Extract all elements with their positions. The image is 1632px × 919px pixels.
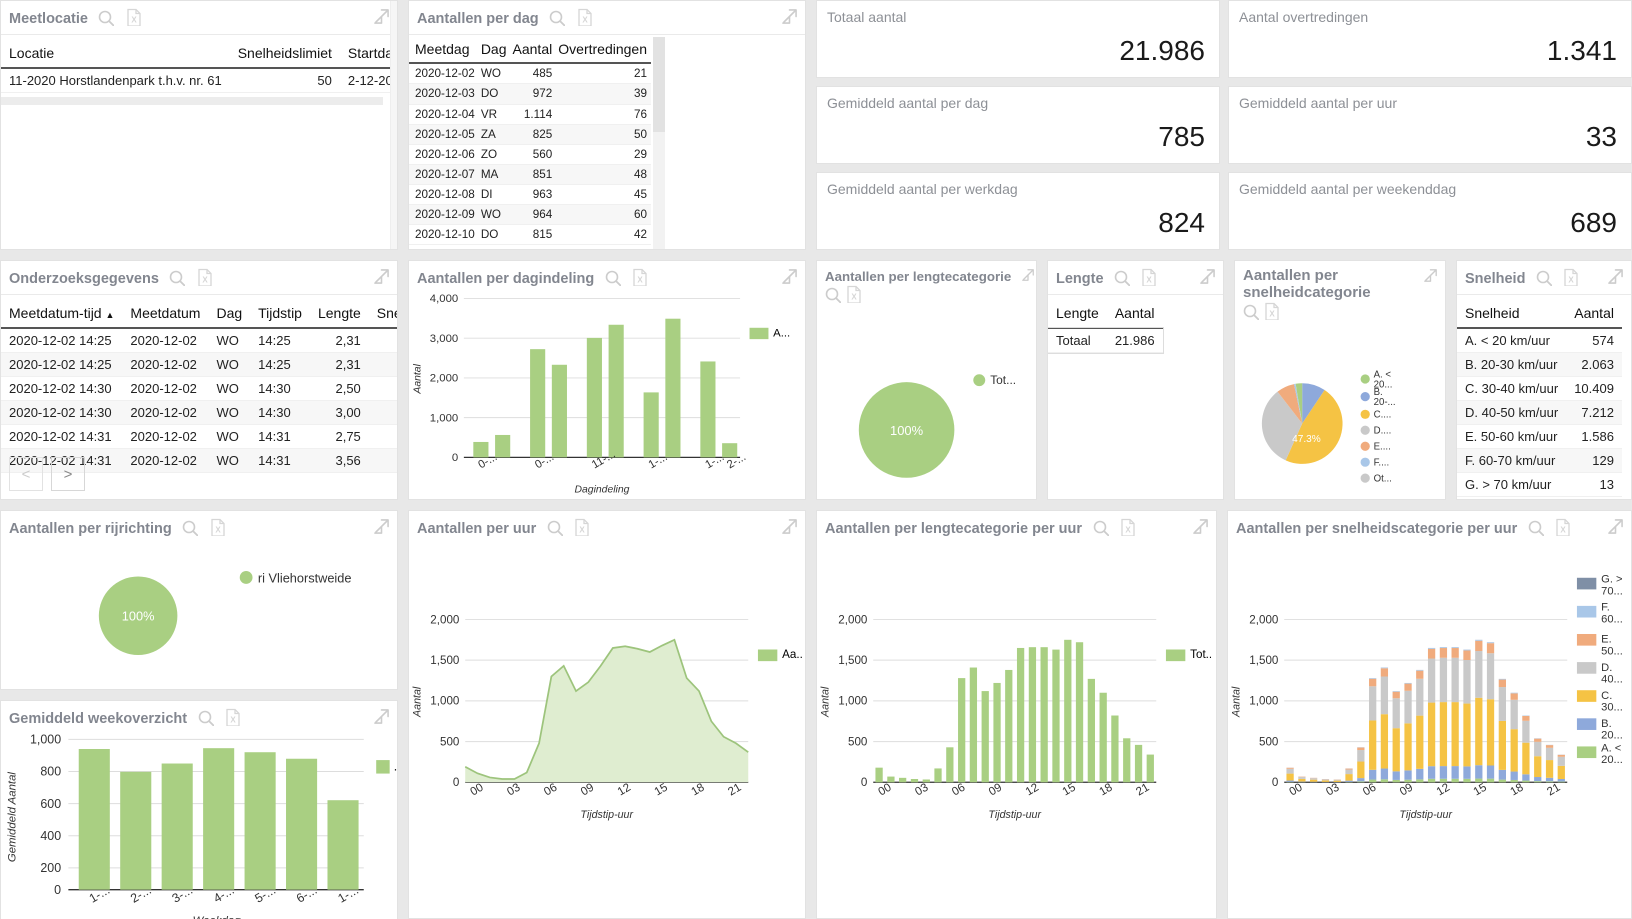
svg-text:Tijdstip-uur: Tijdstip-uur: [1399, 809, 1452, 821]
svg-text:0: 0: [1272, 776, 1279, 789]
svg-text:1,000: 1,000: [838, 695, 868, 708]
svg-text:B.: B.: [1601, 718, 1612, 730]
svg-text:0: 0: [453, 776, 460, 789]
svg-text:15: 15: [1471, 781, 1489, 799]
svg-text:E....: E....: [1374, 442, 1391, 453]
svg-text:200: 200: [40, 861, 61, 875]
svg-text:C....: C....: [1374, 410, 1392, 421]
svg-text:500: 500: [1259, 735, 1279, 748]
svg-text:21: 21: [1545, 781, 1563, 799]
svg-text:3,000: 3,000: [430, 333, 458, 345]
svg-text:03: 03: [913, 781, 931, 799]
svg-text:0: 0: [861, 776, 868, 789]
svg-text:09: 09: [578, 781, 596, 799]
svg-text:50...: 50...: [1601, 645, 1621, 657]
svg-text:06: 06: [542, 781, 560, 799]
svg-text:A. <: A. <: [1601, 742, 1621, 754]
svg-text:Ot...: Ot...: [1374, 474, 1392, 485]
svg-text:12: 12: [1434, 781, 1452, 799]
svg-text:20...: 20...: [1601, 730, 1621, 742]
svg-text:D.: D.: [1601, 662, 1612, 674]
svg-text:1,500: 1,500: [1249, 654, 1279, 667]
svg-text:06: 06: [1361, 781, 1379, 799]
svg-text:1,000: 1,000: [1249, 695, 1279, 708]
svg-text:2,000: 2,000: [430, 613, 460, 626]
svg-text:600: 600: [40, 797, 61, 811]
svg-text:Aantal: Aantal: [1231, 686, 1243, 718]
svg-text:12: 12: [615, 781, 633, 799]
svg-text:0: 0: [452, 452, 458, 464]
svg-text:70...: 70...: [1601, 585, 1621, 597]
svg-text:4,000: 4,000: [430, 293, 458, 305]
svg-text:F.: F.: [1601, 602, 1610, 614]
svg-text:Aantal: Aantal: [412, 363, 423, 394]
svg-text:1,000: 1,000: [430, 695, 460, 708]
svg-text:Dagindeling: Dagindeling: [575, 484, 630, 495]
svg-text:40...: 40...: [1601, 673, 1621, 685]
svg-text:400: 400: [40, 829, 61, 843]
svg-text:F....: F....: [1374, 458, 1390, 469]
svg-text:A...: A...: [773, 327, 790, 339]
svg-text:500: 500: [848, 735, 868, 748]
svg-text:Weekdag: Weekdag: [193, 915, 242, 919]
svg-text:E.: E.: [1601, 634, 1612, 646]
svg-text:09: 09: [1397, 781, 1415, 799]
svg-text:Aantal: Aantal: [412, 686, 424, 718]
svg-text:D....: D....: [1374, 426, 1392, 437]
svg-text:G. >: G. >: [1601, 574, 1621, 586]
svg-text:2,000: 2,000: [838, 613, 868, 626]
svg-text:30...: 30...: [1601, 702, 1621, 714]
svg-text:ri Vliehorstweide: ri Vliehorstweide: [258, 570, 352, 585]
svg-text:18: 18: [1508, 781, 1526, 799]
svg-text:21: 21: [1134, 781, 1152, 799]
svg-text:03: 03: [505, 781, 523, 799]
svg-text:Aantal: Aantal: [820, 686, 832, 718]
svg-text:0: 0: [54, 883, 61, 897]
svg-text:12: 12: [1023, 781, 1041, 799]
svg-text:47.3%: 47.3%: [1292, 434, 1321, 445]
svg-text:20-...: 20-...: [1374, 397, 1396, 408]
svg-text:06: 06: [950, 781, 968, 799]
svg-text:15: 15: [652, 781, 670, 799]
svg-text:2,000: 2,000: [1249, 613, 1279, 626]
svg-text:03: 03: [1324, 781, 1342, 799]
svg-text:60...: 60...: [1601, 613, 1621, 625]
svg-text:00: 00: [1287, 780, 1305, 798]
svg-text:00: 00: [468, 780, 486, 798]
svg-text:1,000: 1,000: [30, 733, 61, 747]
svg-text:Tot...: Tot...: [1190, 648, 1210, 661]
svg-text:100%: 100%: [890, 423, 924, 438]
svg-text:09: 09: [986, 781, 1004, 799]
svg-text:100%: 100%: [122, 608, 155, 623]
svg-text:800: 800: [40, 765, 61, 779]
svg-text:Aa...: Aa...: [782, 648, 802, 661]
svg-text:18: 18: [1097, 781, 1115, 799]
svg-text:1,500: 1,500: [430, 654, 460, 667]
svg-text:00: 00: [876, 780, 894, 798]
svg-text:500: 500: [440, 735, 460, 748]
svg-text:Tijdstip-uur: Tijdstip-uur: [988, 809, 1041, 821]
svg-text:21: 21: [726, 781, 744, 799]
svg-text:1,000: 1,000: [430, 412, 458, 424]
svg-text:20...: 20...: [1601, 754, 1621, 766]
svg-text:Tijdstip-uur: Tijdstip-uur: [580, 809, 633, 821]
svg-text:C.: C.: [1601, 690, 1612, 702]
svg-text:1,500: 1,500: [838, 654, 868, 667]
svg-text:15: 15: [1060, 781, 1078, 799]
svg-text:18: 18: [689, 781, 707, 799]
svg-text:2,000: 2,000: [430, 373, 458, 385]
svg-text:Gemiddeld Aantal: Gemiddeld Aantal: [7, 772, 19, 863]
svg-text:...: ...: [394, 759, 398, 773]
svg-text:Tot...: Tot...: [990, 373, 1016, 387]
